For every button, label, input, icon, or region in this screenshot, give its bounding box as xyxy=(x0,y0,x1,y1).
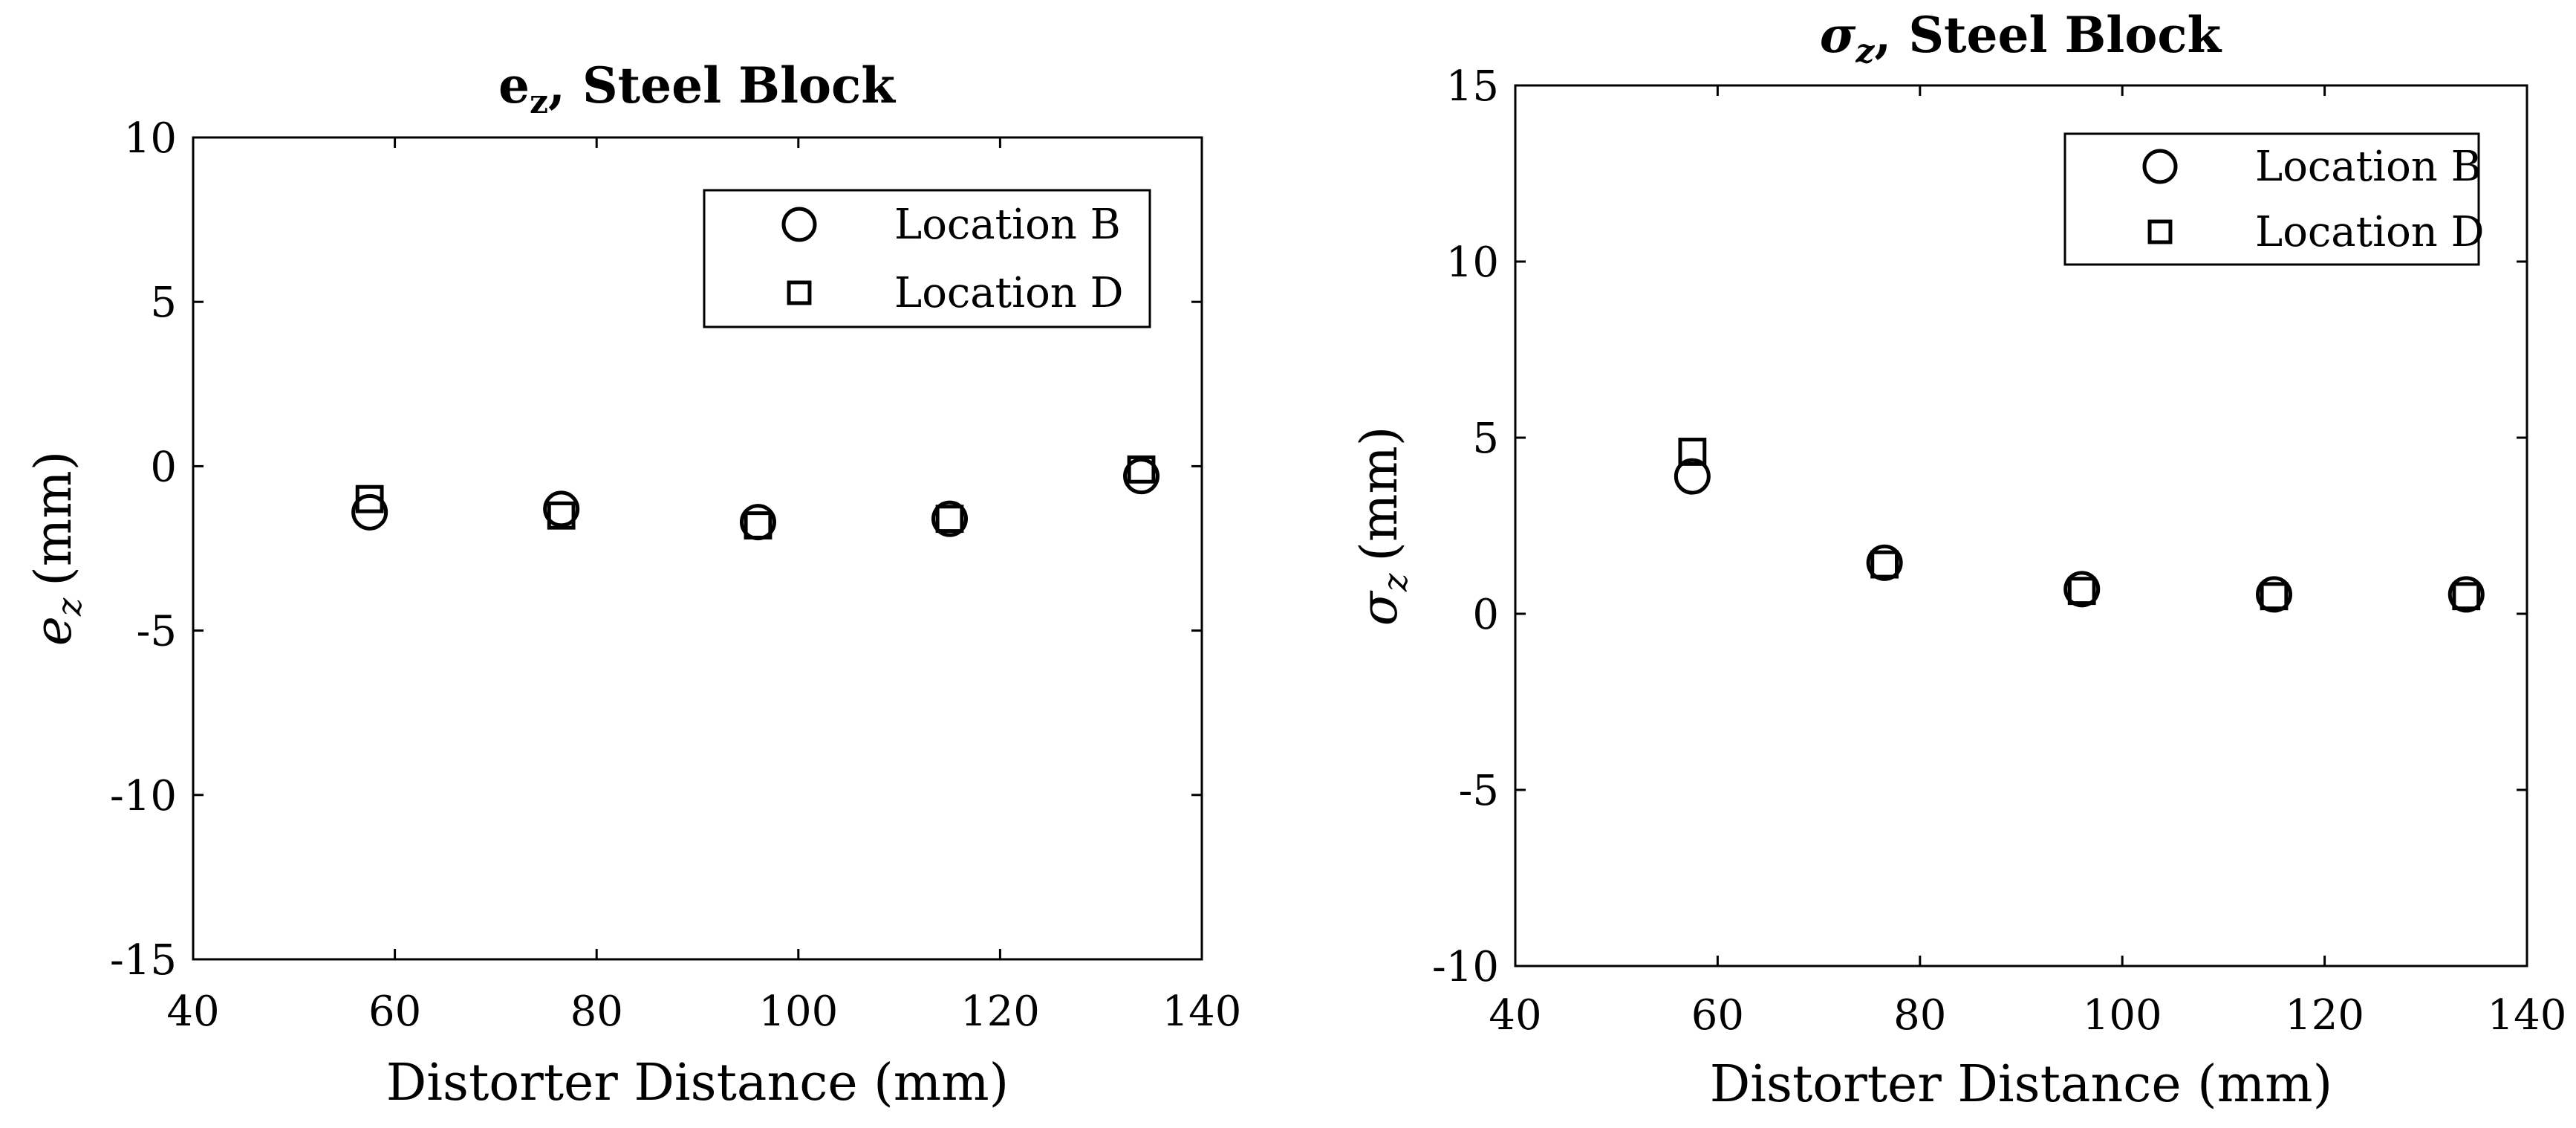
y-tick-label: 5 xyxy=(150,279,177,327)
x-tick-label: 80 xyxy=(1893,991,1946,1040)
legend: Location B Location D xyxy=(703,189,1151,328)
x-tick-label: 140 xyxy=(2488,991,2567,1040)
legend: Location B Location D xyxy=(2063,132,2485,266)
legend-label: Location B xyxy=(894,201,1121,249)
y-tick-label: 10 xyxy=(1446,239,1499,287)
y-tick-label: 15 xyxy=(1446,62,1499,111)
data-point-circle xyxy=(1866,544,1903,581)
data-point-square xyxy=(2260,582,2289,611)
y-axis-label: σz (mm) xyxy=(1350,427,1415,626)
x-tick-label: 40 xyxy=(1489,991,1541,1040)
series-square xyxy=(355,455,1156,539)
plot-frame xyxy=(1514,84,2528,967)
x-tick-label: 120 xyxy=(2285,991,2364,1040)
chart-title: σz, Steel Block xyxy=(1820,6,2222,71)
y-label-unit: (mm) xyxy=(25,451,83,586)
legend-label: Location D xyxy=(894,269,1124,317)
data-point-circle xyxy=(2063,571,2101,608)
x-axis-label: Distorter Distance (mm) xyxy=(386,1054,1009,1112)
data-point-square xyxy=(935,505,964,534)
data-point-square xyxy=(2452,582,2481,611)
legend-marker-circle xyxy=(2142,149,2178,184)
title-text: , Steel Block xyxy=(548,56,896,114)
series-circle xyxy=(351,458,1160,541)
title-text: , Steel Block xyxy=(1874,6,2222,64)
y-axis-label: ez (mm) xyxy=(25,451,89,646)
y-tick-label: -5 xyxy=(136,608,177,656)
data-point-square xyxy=(1678,438,1707,466)
legend-label: Location D xyxy=(2255,208,2485,256)
series-square xyxy=(1678,438,2481,611)
x-tick-label: 80 xyxy=(570,988,623,1036)
data-point-square xyxy=(1870,550,1899,579)
legend-marker-square xyxy=(2147,219,2173,244)
data-point-circle xyxy=(543,490,580,528)
data-point-square xyxy=(744,511,773,539)
y-label-symbol: σ xyxy=(1350,590,1409,626)
x-tick-label: 40 xyxy=(166,988,219,1036)
title-symbol: e xyxy=(498,56,530,114)
x-axis-label: Distorter Distance (mm) xyxy=(1710,1055,2332,1114)
data-point-square xyxy=(2067,577,2096,606)
data-point-circle xyxy=(2256,576,2292,613)
data-point-circle xyxy=(1123,458,1160,495)
y-tick-label: 0 xyxy=(1472,591,1499,639)
legend-box xyxy=(703,189,1151,328)
y-tick-label: -10 xyxy=(1432,943,1499,991)
x-tick-label: 100 xyxy=(758,988,838,1036)
data-point-circle xyxy=(351,493,388,531)
title-subscript: z xyxy=(530,83,548,121)
x-tick-label: 60 xyxy=(368,988,421,1036)
data-point-circle xyxy=(2447,576,2485,613)
y-label-symbol: e xyxy=(25,616,83,646)
y-label-subscript: z xyxy=(49,597,89,617)
data-point-square xyxy=(547,501,576,530)
data-point-square xyxy=(355,484,384,513)
y-tick-label: -15 xyxy=(110,936,177,985)
legend-marker-circle xyxy=(781,207,817,242)
y-tick-label: -5 xyxy=(1458,767,1499,815)
x-tick-label: 140 xyxy=(1162,988,1242,1036)
legend-box xyxy=(2063,132,2480,266)
plot-frame xyxy=(192,136,1203,961)
y-tick-label: 0 xyxy=(150,443,177,491)
y-tick-label: -10 xyxy=(110,772,177,820)
title-subscript: z xyxy=(1855,33,1875,71)
data-point-circle xyxy=(1674,458,1711,495)
chart-title: ez, Steel Block xyxy=(498,56,896,121)
y-label-unit: (mm) xyxy=(1350,427,1409,562)
y-tick-label: 10 xyxy=(124,114,177,163)
legend-marker-square xyxy=(787,280,812,305)
x-tick-label: 120 xyxy=(960,988,1040,1036)
data-point-square xyxy=(1127,455,1156,484)
legend-label: Location B xyxy=(2255,143,2482,191)
y-label-subscript: z xyxy=(1375,573,1415,592)
data-point-circle xyxy=(931,500,968,537)
y-tick-label: 5 xyxy=(1472,415,1499,463)
title-symbol: σ xyxy=(1820,6,1856,64)
x-tick-label: 60 xyxy=(1691,991,1744,1040)
series-circle xyxy=(1674,458,2485,613)
x-tick-label: 100 xyxy=(2083,991,2162,1040)
